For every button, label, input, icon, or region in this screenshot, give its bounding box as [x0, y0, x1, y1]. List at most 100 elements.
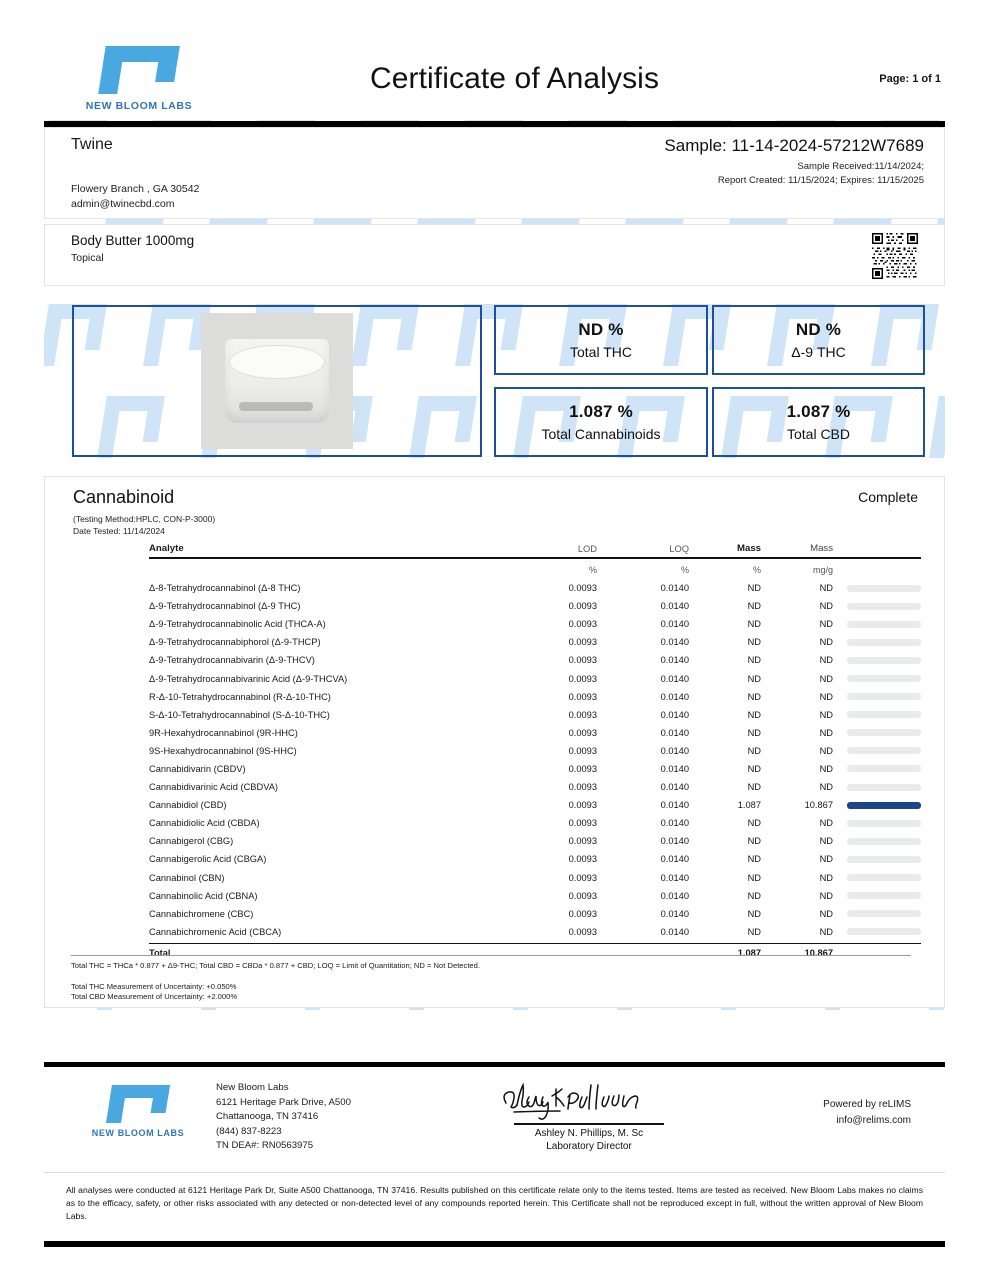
mass-bar-track [847, 693, 921, 701]
powered-by-email[interactable]: info@relims.com [836, 1115, 911, 1126]
loq-value: 0.0140 [660, 727, 689, 738]
d9-thc-label: Δ-9 THC [791, 344, 846, 360]
table-row: Cannabigerol (CBG) 0.0093 0.0140 ND ND [149, 832, 921, 850]
disclaimer-text: All analyses were conducted at 6121 Heri… [66, 1185, 923, 1222]
loq-value: 0.0140 [660, 673, 689, 684]
mass-mgg-value: ND [819, 583, 833, 594]
total-cannabinoids-label: Total Cannabinoids [541, 426, 661, 442]
mass-mgg-value: ND [819, 601, 833, 612]
mass-bar-cell [833, 765, 921, 773]
total-cbd-label: Total CBD [786, 426, 851, 442]
cannabinoid-panel: Cannabinoid (Testing Method:HPLC, CON-P-… [44, 476, 945, 1008]
analyte-name: S-Δ-10-Tetrahydrocannabinol (S-Δ-10-THC) [149, 709, 330, 720]
mass-percent-value: ND [747, 673, 761, 684]
footnote-thc-uncertainty: Total THC Measurement of Uncertainty: +0… [71, 982, 237, 991]
lod-value: 0.0093 [568, 800, 597, 811]
total-thc-label: Total THC [570, 344, 632, 360]
mass-bar-track [847, 892, 921, 900]
mass-bar-cell [833, 747, 921, 755]
cannabinoid-section-title: Cannabinoid [73, 487, 175, 507]
mass-bar-track [847, 910, 921, 918]
mass-bar-cell [833, 783, 921, 791]
mass-bar-track [847, 874, 921, 882]
testing-method: (Testing Method:HPLC, CON-P-3000) [73, 514, 216, 524]
footnote-formula: Total THC = THCa * 0.877 + Δ9-THC; Total… [71, 955, 911, 970]
document-header: NEW BLOOM LABS Certificate of Analysis P… [44, 40, 945, 118]
lab-city: Chattanooga, TN 37416 [216, 1111, 319, 1122]
loq-value: 0.0140 [660, 800, 689, 811]
analyte-name: Cannabichromene (CBC) [149, 908, 254, 919]
mass-percent-value: ND [747, 655, 761, 666]
loq-value: 0.0140 [660, 872, 689, 883]
mass-bar-cell [833, 928, 921, 936]
mass-mgg-value: ND [819, 818, 833, 829]
table-row: Cannabidivarinic Acid (CBDVA) 0.0093 0.014… [149, 778, 921, 796]
sample-id: Sample: 11-14-2024-57212W7689 [664, 136, 924, 155]
signature-block: Ashley N. Phillips, M. Sc Laboratory Dir… [474, 1079, 704, 1152]
cannabinoid-method-info: (Testing Method:HPLC, CON-P-3000) Date T… [73, 513, 215, 537]
product-image-box [72, 305, 482, 457]
mass-mgg-value: ND [819, 673, 833, 684]
sample-info: Sample: 11-14-2024-57212W7689 Sample Rec… [664, 136, 924, 188]
mass-percent-value: ND [747, 890, 761, 901]
jar-illustration [225, 339, 329, 423]
table-footnotes: Total THC = THCa * 0.877 + Δ9-THC; Total… [71, 955, 911, 1002]
mass-bar-cell [833, 602, 921, 610]
powered-by-block: Powered by reLIMS info@relims.com [823, 1097, 911, 1129]
column-header-mass-pct: Mass [737, 543, 761, 554]
table-row: Cannabichromene (CBC) 0.0093 0.0140 ND ND [149, 905, 921, 923]
lod-value: 0.0093 [568, 782, 597, 793]
table-row: 9S-Hexahydrocannabinol (9S-HHC) 0.0093 0.0… [149, 742, 921, 760]
lod-value: 0.0093 [568, 673, 597, 684]
mass-percent-value: ND [747, 637, 761, 648]
loq-value: 0.0140 [660, 745, 689, 756]
unit-loq: % [680, 565, 689, 575]
unit-lod: % [588, 565, 597, 575]
analyte-name: Cannabichromenic Acid (CBCA) [149, 926, 282, 937]
lab-phone: (844) 837-8223 [216, 1125, 282, 1137]
table-row: Cannabinolic Acid (CBNA) 0.0093 0.0140 ND ND [149, 887, 921, 905]
unit-mass-mgg: mg/g [812, 565, 833, 575]
analyte-name: Δ-9-Tetrahydrocannabinolic Acid (THCA-A) [149, 619, 326, 630]
mass-bar-track [847, 656, 921, 664]
mass-bar-track [847, 729, 921, 737]
mass-mgg-value: ND [819, 763, 833, 774]
header-logo-wordmark: NEW BLOOM LABS [85, 100, 193, 112]
mass-bar-cell [833, 675, 921, 683]
column-header-mass-mgg: Mass [810, 543, 833, 554]
lod-value: 0.0093 [568, 908, 597, 919]
mass-bar-track [847, 675, 921, 683]
lod-value: 0.0093 [568, 655, 597, 666]
table-row: Cannabidiolic Acid (CBDA) 0.0093 0.0140 ND N… [149, 814, 921, 832]
signer-name: Ashley N. Phillips, M. Sc [534, 1127, 644, 1139]
status-badge: Complete [858, 489, 918, 505]
mass-bar-track [847, 837, 921, 845]
mass-percent-value: ND [747, 926, 761, 937]
lod-value: 0.0093 [568, 745, 597, 756]
total-mass-mgg: 10.867 [804, 947, 833, 958]
lod-value: 0.0093 [568, 637, 597, 648]
sample-dates: Sample Received:11/14/2024; Report Creat… [664, 160, 924, 188]
loq-value: 0.0140 [660, 908, 689, 919]
client-info: Twine Flowery Branch , GA 30542 admin@tw… [71, 136, 199, 212]
loq-value: 0.0140 [660, 890, 689, 901]
mass-bar-track [847, 620, 921, 628]
analyte-name: 9S-Hexahydrocannabinol (9S-HHC) [149, 745, 297, 756]
mass-bar-track [847, 783, 921, 791]
cannabinoid-table: Analyte LOD LOQ Mass Mass % % % mg/g Δ-8… [149, 543, 921, 962]
jar-label [239, 402, 313, 411]
mass-bar-track [847, 747, 921, 755]
lod-value: 0.0093 [568, 818, 597, 829]
qr-code-icon[interactable] [872, 233, 918, 279]
summary-card-total-cannabinoids: 1.087 % Total Cannabinoids [494, 387, 708, 457]
mass-bar-track [847, 584, 921, 592]
report-created-date: Report Created: 11/15/2024; Expires: 11/… [717, 175, 924, 186]
table-row: Cannabidivarin (CBDV) 0.0093 0.0140 ND ND [149, 760, 921, 778]
client-email: admin@twinecbd.com [71, 198, 175, 210]
mass-mgg-value: ND [819, 836, 833, 847]
mass-percent-value: ND [747, 691, 761, 702]
new-bloom-labs-logo-icon [98, 46, 180, 94]
mass-mgg-value: 10.867 [804, 800, 833, 811]
d9-thc-value: ND % [795, 320, 842, 339]
analyte-name: Δ-9-Tetrahydrocannabivarin (Δ-9-THCV) [149, 655, 315, 666]
